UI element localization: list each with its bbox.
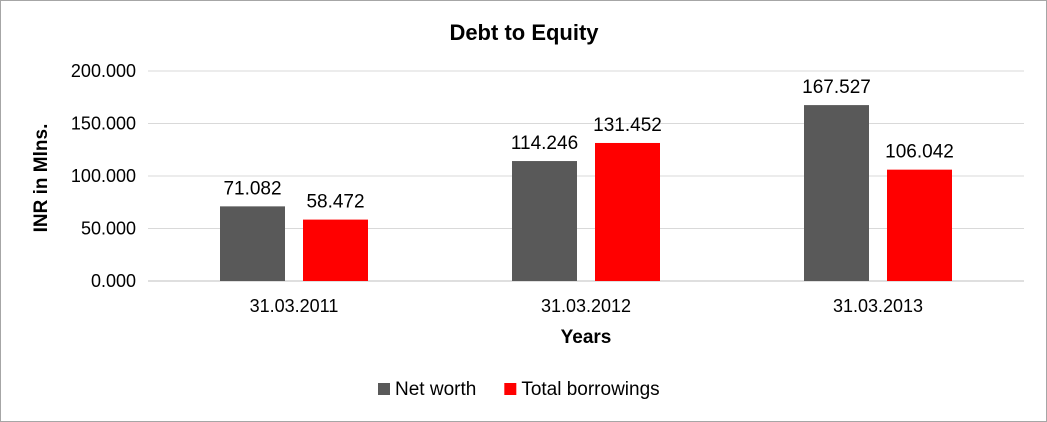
data-label: 114.246 <box>511 133 578 154</box>
data-label: 106.042 <box>885 142 954 163</box>
bar <box>512 161 577 281</box>
y-axis-ticks: 0.000 50.000 100.000 150.000 200.000 <box>71 61 136 291</box>
data-label: 71.082 <box>223 178 281 199</box>
bars <box>220 105 952 281</box>
legend-swatch <box>378 383 390 395</box>
bar <box>887 169 952 281</box>
y-tick-label: 200.000 <box>71 61 136 81</box>
data-label: 131.452 <box>593 115 662 136</box>
data-label: 167.527 <box>802 77 871 98</box>
chart-title: Debt to Equity <box>449 20 599 45</box>
bar <box>804 105 869 281</box>
x-tick-label: 31.03.2013 <box>833 296 923 316</box>
y-tick-label: 100.000 <box>71 166 136 186</box>
x-axis-ticks: 31.03.2011 31.03.2012 31.03.2013 <box>250 296 923 316</box>
bar <box>220 206 285 281</box>
legend-swatch <box>504 383 517 395</box>
bar <box>303 219 368 281</box>
data-labels: 71.082 58.472 114.246 131.452 167.527 106.042 <box>223 77 953 213</box>
legend-label: Net worth <box>395 379 476 400</box>
x-tick-label: 31.03.2012 <box>541 296 631 316</box>
x-axis-title: Years <box>561 327 612 348</box>
y-axis-title: INR in Mlns. <box>31 124 52 233</box>
x-tick-label: 31.03.2011 <box>250 296 339 316</box>
bar <box>595 142 660 281</box>
legend: Net worth Total borrowings <box>378 379 660 400</box>
gridlines <box>148 70 1024 282</box>
data-label: 58.472 <box>306 192 364 213</box>
y-tick-label: 0.000 <box>91 271 136 291</box>
y-tick-label: 50.000 <box>81 219 136 239</box>
legend-label: Total borrowings <box>521 379 659 400</box>
y-tick-label: 150.000 <box>71 114 136 134</box>
